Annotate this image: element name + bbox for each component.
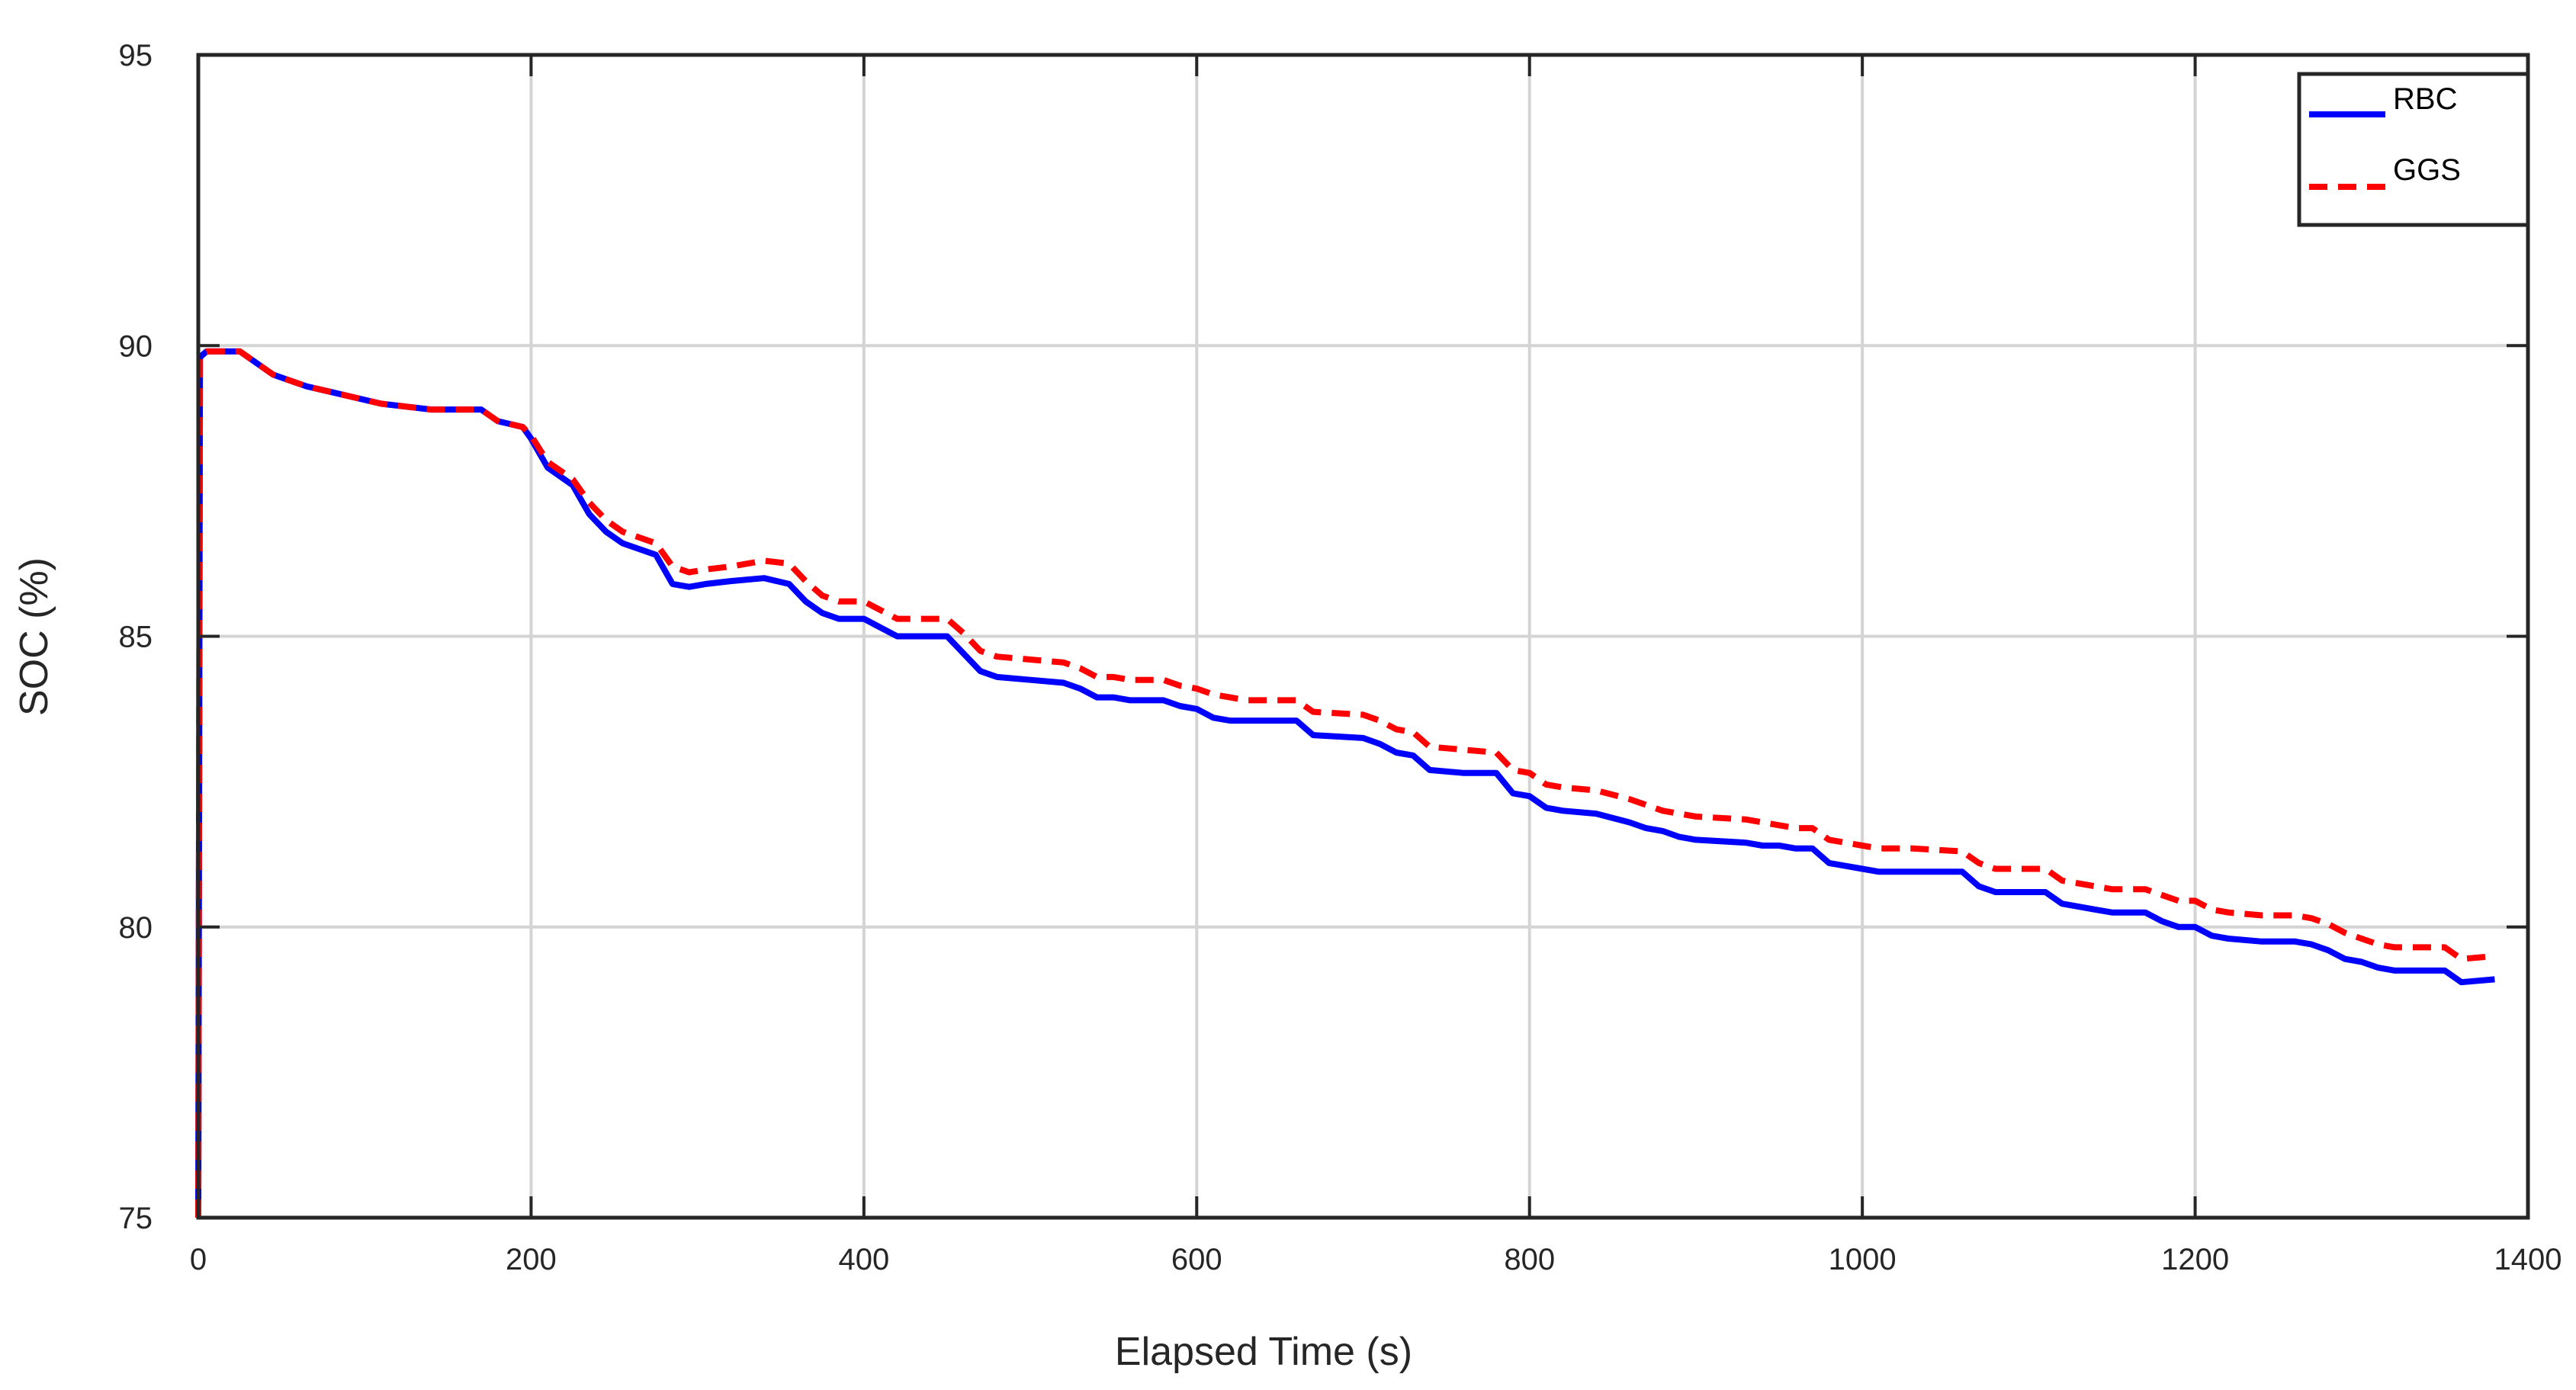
y-tick-label: 95 (119, 39, 153, 72)
series-line-rbc (195, 348, 2495, 1218)
x-tick-label: 800 (1504, 1243, 1555, 1276)
series-line-ggs (195, 348, 2495, 1218)
legend: RBC GGS (2297, 72, 2530, 227)
x-tick-label: 200 (506, 1243, 557, 1276)
x-tick-label: 1400 (2494, 1243, 2562, 1276)
series-group (195, 348, 2495, 1218)
y-axis-label: SOC (%) (12, 557, 56, 716)
y-tick-label: 80 (119, 911, 153, 945)
x-tick-label: 1200 (2161, 1243, 2229, 1276)
legend-label-rbc: RBC (2393, 82, 2457, 116)
legend-box (2297, 72, 2530, 227)
legend-label-ggs: GGS (2393, 153, 2461, 187)
x-tick-label: 0 (190, 1243, 207, 1276)
x-axis-label: Elapsed Time (s) (1115, 1330, 1412, 1374)
y-tick-label: 90 (119, 329, 153, 363)
grid (198, 55, 2528, 1218)
x-tick-label: 600 (1171, 1243, 1222, 1276)
x-tick-label: 400 (838, 1243, 889, 1276)
y-tick-label: 85 (119, 621, 153, 654)
y-tick-label: 75 (119, 1202, 153, 1235)
x-tick-label: 1000 (1829, 1243, 1897, 1276)
ticks: 0 200 400 600 800 1000 1200 1400 75 80 85 90 95 (119, 39, 2562, 1276)
